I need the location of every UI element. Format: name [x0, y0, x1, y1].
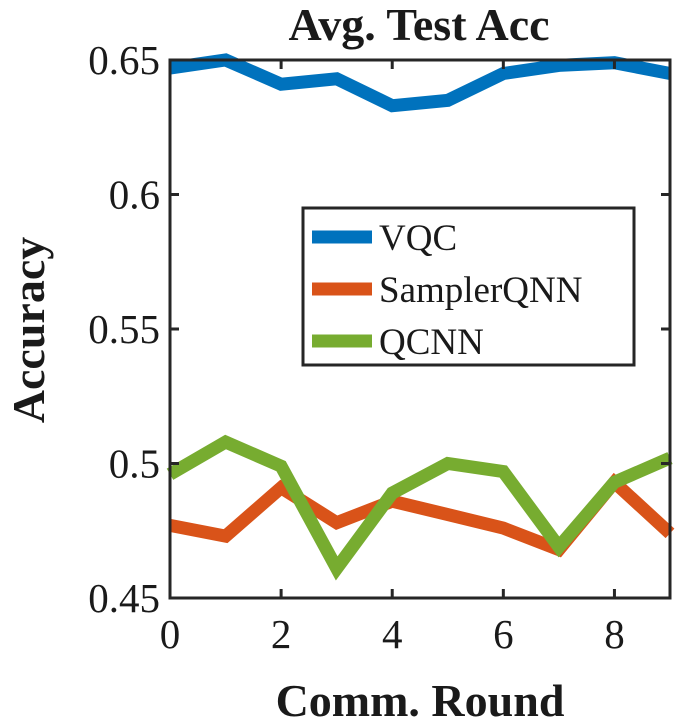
chart-title: Avg. Test Acc — [288, 0, 549, 50]
series-line-samplerqnn — [168, 472, 675, 558]
legend-label-samplerqnn: SamplerQNN — [379, 270, 582, 311]
x-tick-label: 0 — [160, 611, 181, 657]
y-tick-label: 0.45 — [88, 575, 160, 621]
x-axis-label: Comm. Round — [276, 675, 565, 724]
y-axis-label: Accuracy — [3, 237, 54, 423]
x-tick-label: 2 — [271, 611, 292, 657]
y-axis: 0.45 0.5 0.55 0.6 0.65 — [88, 37, 670, 621]
legend-label-vqc: VQC — [379, 218, 457, 259]
series-line-qcnn — [166, 434, 673, 581]
series-lines — [166, 53, 675, 581]
y-tick-label: 0.55 — [88, 306, 160, 352]
legend-label-qcnn: QCNN — [379, 322, 484, 363]
x-tick-label: 4 — [382, 611, 403, 657]
y-tick-label: 0.5 — [109, 441, 160, 487]
legend: VQC SamplerQNN QCNN — [301, 206, 636, 367]
y-tick-label: 0.65 — [88, 37, 160, 83]
x-tick-label: 8 — [604, 611, 625, 657]
series-line-vqc — [169, 53, 672, 113]
x-tick-label: 6 — [493, 611, 514, 657]
y-tick-label: 0.6 — [109, 172, 160, 218]
x-axis: 0 2 4 6 8 — [160, 60, 625, 657]
